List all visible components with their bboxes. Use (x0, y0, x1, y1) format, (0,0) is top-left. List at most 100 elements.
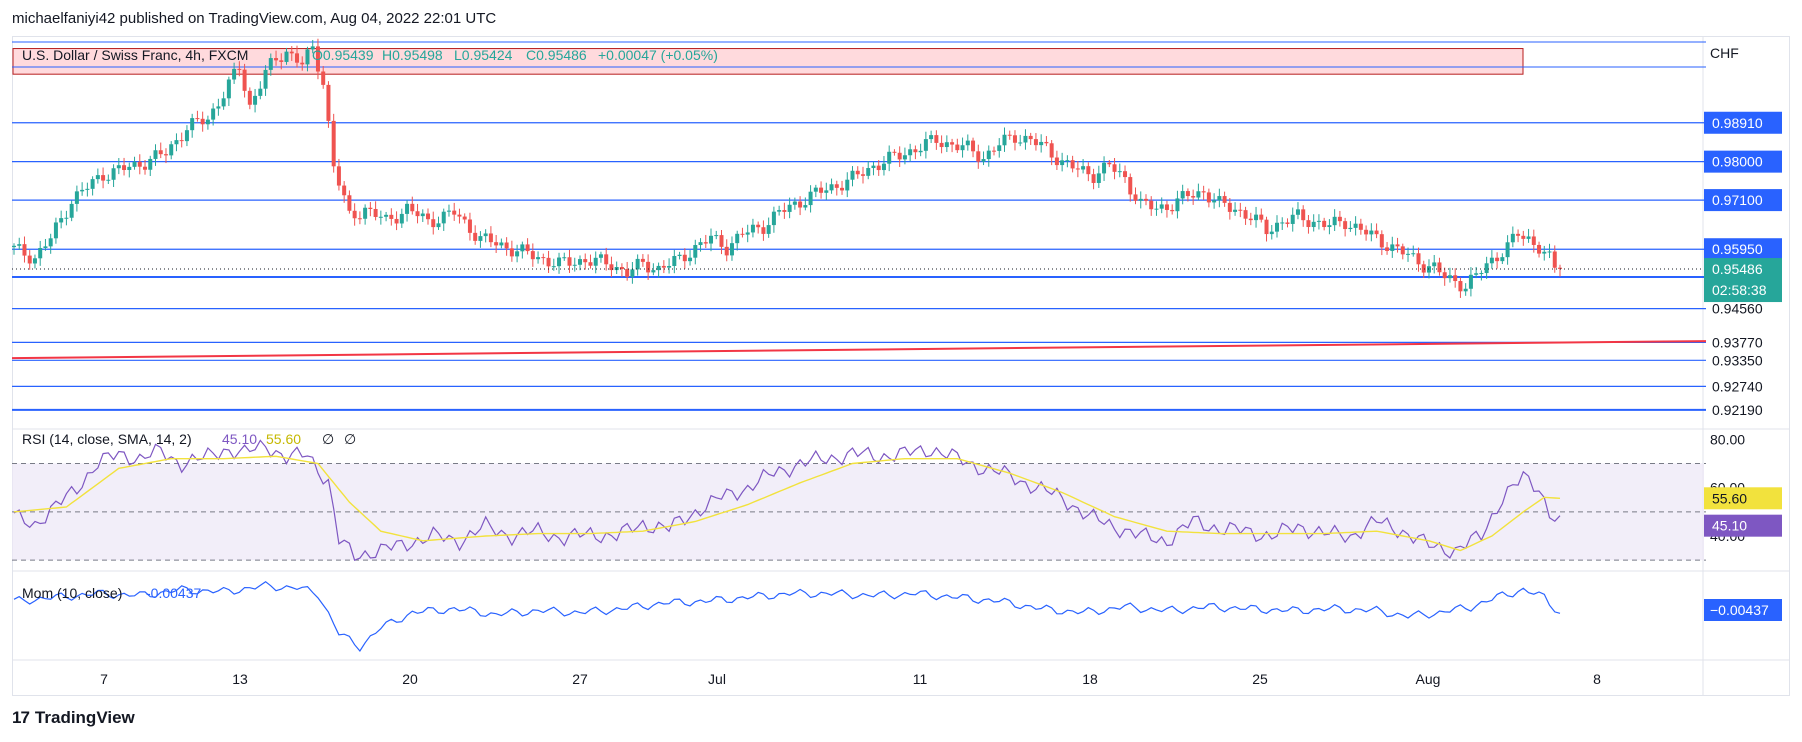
candle-body (845, 179, 850, 191)
candle-body (688, 257, 693, 262)
momentum-line (13, 580, 1561, 653)
rsi-empty-2: ∅ (344, 431, 356, 447)
candle-body (1018, 142, 1023, 144)
candle-body (1102, 162, 1107, 174)
candle-body (216, 106, 221, 109)
candle-body (1526, 236, 1531, 239)
candle-body (656, 265, 661, 271)
candle-body (1180, 191, 1185, 199)
candle-body (1552, 251, 1557, 268)
candle-body (1390, 244, 1395, 251)
candle-body (520, 244, 525, 252)
time-axis-tick: 11 (913, 671, 928, 687)
candle-body (22, 244, 27, 256)
candle-body (992, 150, 997, 152)
candle-body (373, 208, 378, 217)
candle-body (106, 179, 111, 181)
candle-body (90, 179, 95, 189)
candle-body (562, 257, 567, 259)
candle-body (305, 49, 310, 65)
candle-body (258, 88, 263, 96)
time-axis-tick: 18 (1082, 671, 1098, 687)
tradingview-footer[interactable]: 17 TradingView (12, 708, 135, 728)
candle-body (294, 53, 299, 63)
candle-body (971, 140, 976, 152)
candle-body (263, 69, 268, 89)
candle-body (1222, 196, 1227, 203)
candle-body (740, 233, 745, 235)
candle-body (1002, 134, 1007, 146)
candle-body (771, 211, 776, 226)
currency-label: CHF (1710, 45, 1739, 61)
candle-body (247, 90, 252, 105)
candle-body (441, 211, 446, 224)
candle-body (1558, 267, 1562, 269)
candle-body (504, 242, 509, 249)
candle-body (1516, 233, 1521, 236)
candle-body (253, 95, 258, 105)
candle-body (32, 258, 37, 264)
candle-body (1217, 196, 1222, 201)
candle-body (1033, 139, 1038, 146)
candle-body (934, 135, 939, 143)
candle-body (53, 222, 58, 239)
last-price-tag (1704, 258, 1782, 303)
candle-body (829, 184, 834, 191)
candle-body (1301, 209, 1306, 221)
candle-body (577, 259, 582, 265)
candle-body (1196, 191, 1201, 198)
candle-body (331, 120, 336, 167)
candle-body (1081, 166, 1086, 170)
price-level-label: 0.94560 (1712, 301, 1763, 317)
candle-body (48, 238, 53, 247)
time-axis-tick: 7 (100, 671, 108, 687)
candle-body (1537, 244, 1542, 254)
candle-body (546, 257, 551, 267)
candle-body (1191, 196, 1196, 198)
candle-body (221, 98, 226, 107)
candle-body (1028, 135, 1033, 140)
ohlc-value: H0.95498 (382, 47, 443, 63)
candle-body (908, 149, 913, 156)
candle-body (174, 140, 179, 145)
candle-body (551, 266, 556, 268)
candle-body (378, 216, 383, 218)
candle-body (567, 257, 572, 266)
candle-body (625, 269, 630, 277)
candle-body (1107, 162, 1112, 165)
time-axis-tick: 13 (232, 671, 248, 687)
candle-body (405, 203, 410, 214)
candle-body (929, 135, 934, 140)
candle-body (976, 151, 981, 162)
candle-body (1012, 135, 1017, 143)
candle-body (389, 214, 394, 219)
candle-body (1133, 194, 1138, 201)
candle-body (981, 159, 986, 162)
candle-body (1039, 141, 1044, 146)
candle-body (1447, 275, 1452, 279)
candle-body (1484, 263, 1489, 274)
candle-body (1489, 257, 1494, 264)
candle-body (1091, 174, 1096, 183)
candle-body (27, 255, 32, 264)
candle-body (1453, 275, 1458, 282)
candle-body (59, 218, 64, 223)
candle-body (1400, 246, 1405, 255)
candle-body (1416, 253, 1421, 265)
candle-body (1547, 251, 1552, 253)
candle-body (572, 264, 577, 266)
price-level-label: 0.97100 (1712, 192, 1763, 208)
candle-body (74, 191, 79, 204)
candle-body (897, 152, 902, 160)
candle-body (426, 213, 431, 220)
candle-body (315, 46, 320, 72)
candle-body (1254, 214, 1259, 221)
candle-body (509, 248, 514, 257)
candle-body (1385, 247, 1390, 251)
candle-body (834, 184, 839, 188)
candle-body (169, 144, 174, 156)
candle-body (646, 261, 651, 273)
candle-body (127, 166, 132, 171)
candle-body (336, 166, 341, 186)
